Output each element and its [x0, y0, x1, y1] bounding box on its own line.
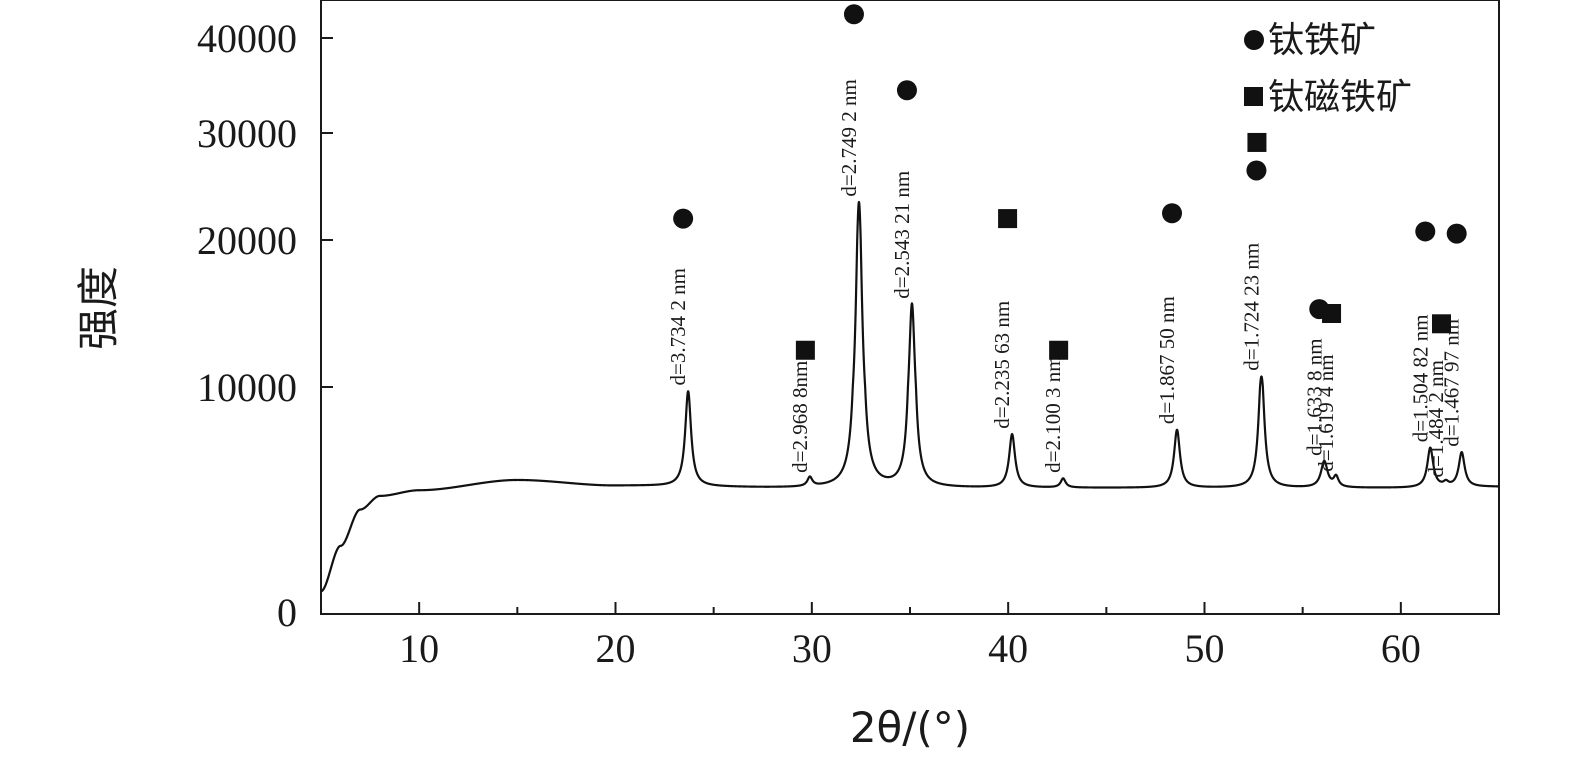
titanomagnetite-peak-marker	[1431, 314, 1451, 334]
x-axis-title: 2θ/(°)	[850, 703, 970, 752]
peak-label: d=1.504 82 nm	[1408, 314, 1432, 442]
peak-label: d=2.543 21 nm	[890, 171, 914, 299]
peak-markers	[673, 4, 1467, 360]
legend-square-marker	[1244, 87, 1263, 106]
x-tick-label: 60	[1381, 626, 1421, 671]
legend-ilmenite-label: 钛铁矿	[1268, 20, 1376, 61]
xrd-spectrum-line	[320, 200, 1500, 593]
ilmenite-peak-marker	[843, 4, 864, 25]
ilmenite-peak-marker	[1162, 203, 1183, 224]
peak-label: d=1.633 8 nm	[1302, 338, 1326, 455]
x-tick-label: 10	[399, 626, 439, 671]
peak-label: d=1.467 97 nm	[1440, 319, 1464, 447]
titanomagnetite-peak-marker	[1322, 304, 1342, 323]
titanomagnetite-peak-marker	[1049, 340, 1069, 360]
y-tick-label: 40000	[197, 16, 297, 61]
peak-label: d=1.619 4 nm	[1314, 354, 1338, 471]
legend-circle-marker	[1244, 30, 1264, 50]
y-axis-title: 强度	[74, 266, 123, 350]
legend-titanomagnetite-label: 钛磁铁矿	[1268, 77, 1412, 118]
axis-ticks	[320, 37, 1402, 615]
titanomagnetite-peak-marker	[795, 340, 815, 360]
x-tick-label: 20	[596, 626, 636, 671]
peak-label: d=1.867 50 nm	[1155, 296, 1179, 424]
peak-label: d=2.100 3 nm	[1041, 355, 1065, 472]
ilmenite-peak-marker	[1415, 221, 1436, 242]
ilmenite-peak-marker	[1446, 223, 1467, 244]
y-tick-label: 10000	[197, 365, 297, 410]
peak-label: d=2.749 2 nm	[837, 79, 861, 196]
x-tick-label: 50	[1185, 626, 1225, 671]
y-tick-label: 20000	[197, 218, 297, 263]
x-tick-label: 30	[792, 626, 832, 671]
ilmenite-peak-marker	[896, 80, 917, 101]
peak-label: d=2.968 8nm	[788, 361, 812, 473]
peak-label: d=3.734 2 nm	[666, 268, 690, 385]
titanomagnetite-peak-marker	[998, 209, 1018, 229]
ilmenite-peak-marker	[673, 208, 694, 229]
peak-label: d=1.484 2 nm	[1424, 360, 1448, 477]
titanomagnetite-peak-marker	[1247, 132, 1267, 152]
legend: 钛铁矿 钛磁铁矿	[1244, 20, 1412, 118]
tick-labels: 10 20 30 40 50 60 0 10000 20000 30000 40000	[197, 16, 1421, 671]
y-tick-label: 0	[277, 590, 297, 635]
y-tick-label: 30000	[197, 111, 297, 156]
peak-labels: d=3.734 2 nm d=2.968 8nm d=2.749 2 nm d=2.5…	[666, 79, 1464, 477]
peak-label: d=1.724 23 nm	[1239, 243, 1263, 371]
peak-label: d=2.235 63 nm	[990, 301, 1014, 429]
ilmenite-peak-marker	[1246, 160, 1267, 181]
x-tick-label: 40	[988, 626, 1028, 671]
